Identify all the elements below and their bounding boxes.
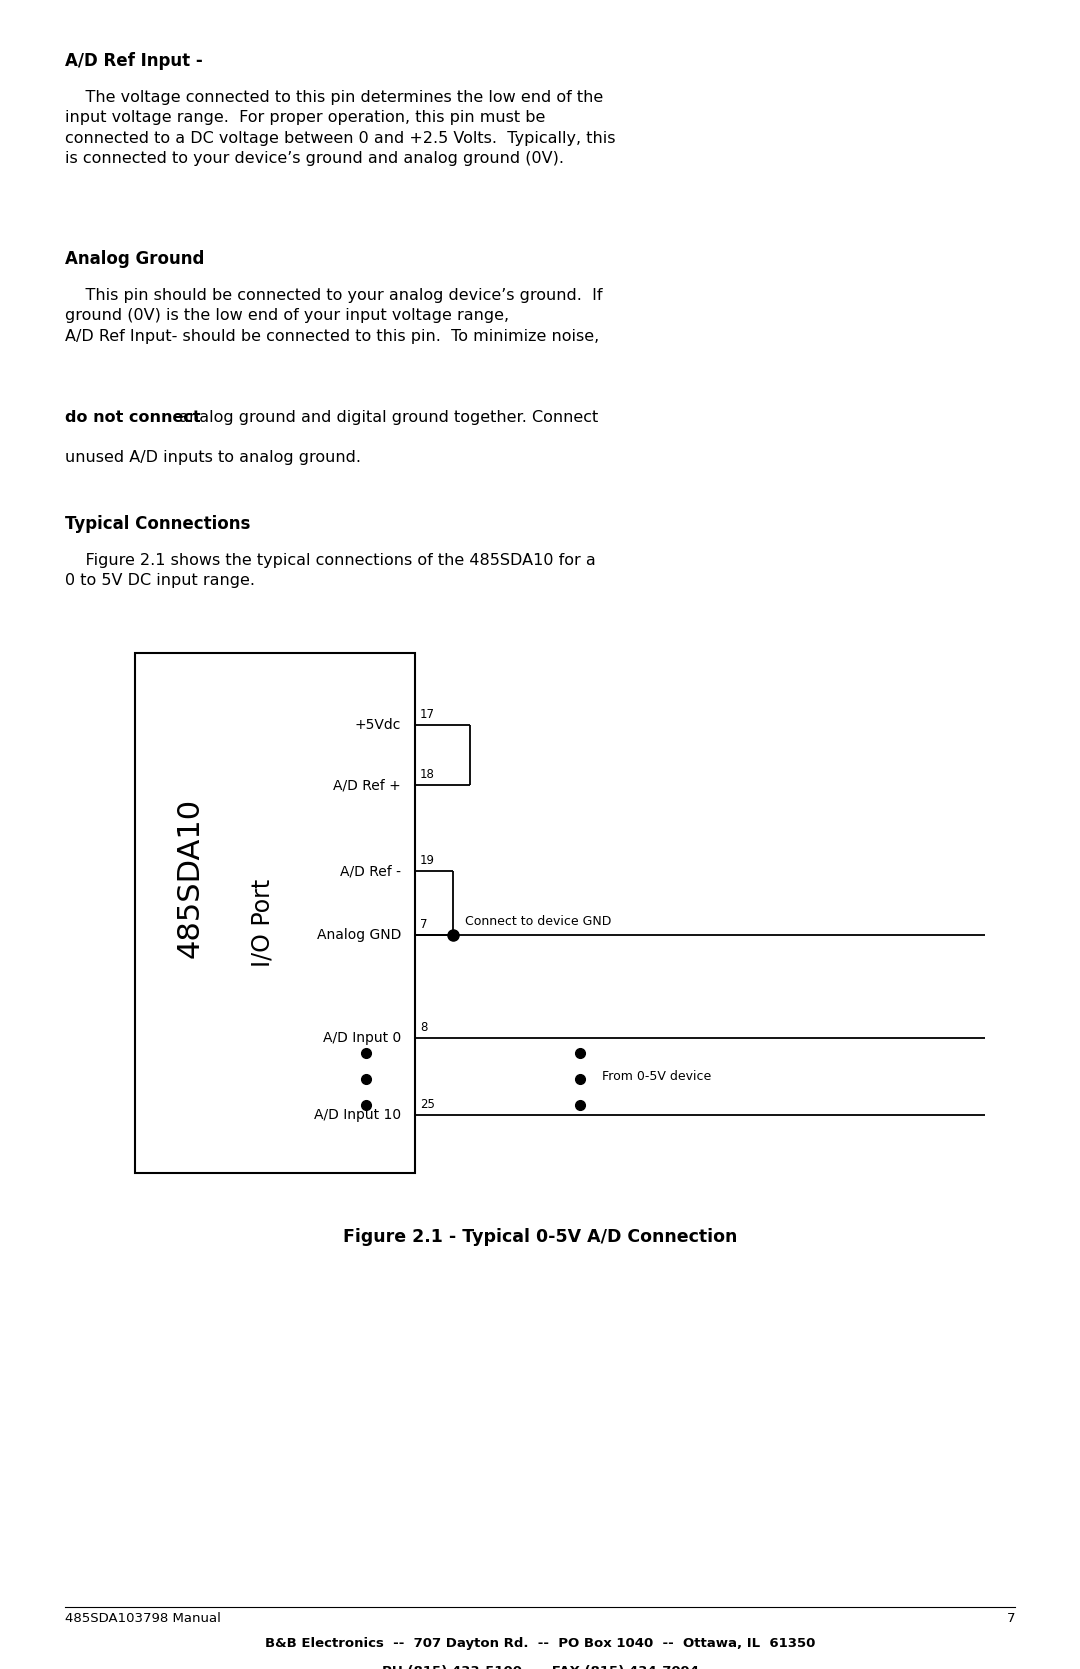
Text: 7: 7	[1007, 1612, 1015, 1626]
Text: I/O Port: I/O Port	[249, 880, 274, 966]
Text: Analog GND: Analog GND	[316, 928, 401, 941]
Text: Connect to device GND: Connect to device GND	[465, 915, 611, 928]
Bar	[135, 653, 415, 1173]
Text: Analog Ground: Analog Ground	[65, 250, 204, 269]
Text: 18: 18	[420, 768, 435, 781]
Text: Typical Connections: Typical Connections	[65, 516, 251, 532]
Text: 25: 25	[420, 1098, 435, 1112]
Text: do not connect: do not connect	[65, 411, 201, 426]
Text: The voltage connected to this pin determines the low end of the
input voltage ra: The voltage connected to this pin determ…	[65, 90, 616, 167]
Text: From 0-5V device: From 0-5V device	[602, 1070, 712, 1083]
Text: A/D Ref Input -: A/D Ref Input -	[65, 52, 203, 70]
Text: 19: 19	[420, 855, 435, 866]
Text: 7: 7	[420, 918, 428, 931]
Text: PH (815) 433-5100  --  FAX (815) 434-7094: PH (815) 433-5100 -- FAX (815) 434-7094	[381, 1666, 699, 1669]
Text: 485SDA10: 485SDA10	[175, 798, 204, 958]
Text: A/D Input 0: A/D Input 0	[323, 1031, 401, 1045]
Text: A/D Ref +: A/D Ref +	[334, 778, 401, 793]
Text: analog ground and digital ground together. Connect: analog ground and digital ground togethe…	[175, 411, 598, 426]
Text: B&B Electronics  --  707 Dayton Rd.  --  PO Box 1040  --  Ottawa, IL  61350: B&B Electronics -- 707 Dayton Rd. -- PO …	[265, 1637, 815, 1651]
Text: 485SDA103798 Manual: 485SDA103798 Manual	[65, 1612, 221, 1626]
Text: A/D Input 10: A/D Input 10	[314, 1108, 401, 1122]
Text: This pin should be connected to your analog device’s ground.  If
ground (0V) is : This pin should be connected to your ana…	[65, 289, 603, 344]
Text: unused A/D inputs to analog ground.: unused A/D inputs to analog ground.	[65, 451, 361, 466]
Text: 17: 17	[420, 708, 435, 721]
Text: Figure 2.1 - Typical 0-5V A/D Connection: Figure 2.1 - Typical 0-5V A/D Connection	[342, 1228, 738, 1247]
Text: +5Vdc: +5Vdc	[354, 718, 401, 733]
Text: Figure 2.1 shows the typical connections of the 485SDA10 for a
0 to 5V DC input : Figure 2.1 shows the typical connections…	[65, 552, 596, 589]
Text: A/D Ref -: A/D Ref -	[340, 865, 401, 878]
Text: 8: 8	[420, 1021, 428, 1035]
